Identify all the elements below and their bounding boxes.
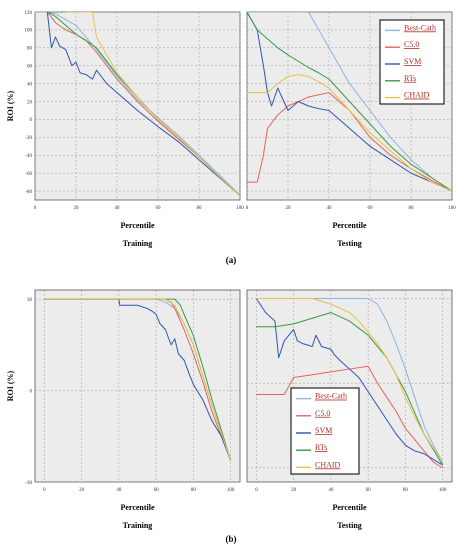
y-tick-label: 30 — [27, 298, 33, 303]
x-tick-label: 80 — [403, 488, 409, 493]
y-tick-label: -80 — [25, 190, 32, 195]
legend: Best-Cath C5.0 SVM RTs CHAID — [290, 387, 360, 475]
x-tick-label: 60 — [366, 488, 372, 493]
panel-title: Training — [123, 521, 153, 530]
legend-entry: CHAID — [404, 91, 430, 100]
x-tick-label: 60 — [156, 206, 162, 211]
x-tick-label: 0 — [34, 206, 37, 211]
x-tick-label: 60 — [368, 206, 374, 211]
x-tick-label: 40 — [115, 206, 121, 211]
series-line-svm — [255, 298, 443, 466]
x-tick-label: 0 — [43, 488, 46, 493]
y-tick-label: 40 — [27, 82, 33, 87]
y-tick-label: 120 — [25, 11, 33, 16]
plot-area — [34, 289, 241, 483]
x-tick-label: 20 — [291, 488, 297, 493]
legend-entry: SVM — [404, 57, 421, 66]
x-tick-label: 20 — [74, 206, 80, 211]
x-tick-label: 100 — [439, 488, 447, 493]
series-line-chaid — [256, 297, 444, 463]
panel-title: Testing — [337, 239, 362, 248]
x-tick-label: 100 — [227, 488, 235, 493]
subfigure-label: (b) — [226, 534, 237, 544]
x-tick-label: 80 — [191, 488, 197, 493]
legend: Best-Cath C5.0 SVM RTs CHAID — [379, 19, 445, 105]
legend-entry: SVM — [315, 426, 332, 435]
y-tick-label: 100 — [25, 29, 33, 34]
x-tick-label: 60 — [154, 488, 160, 493]
legend-entry: Best-Cath — [315, 392, 347, 401]
y-tick-label: -20 — [25, 136, 32, 141]
x-tick-label: 20 — [79, 488, 85, 493]
x-tick-label: 20 — [286, 206, 292, 211]
series-line-rts — [256, 312, 444, 466]
panel-title: Testing — [337, 521, 362, 530]
x-tick-label: 100 — [236, 206, 244, 211]
panel-title: Training — [123, 239, 153, 248]
legend-entry: RTs — [315, 443, 327, 452]
y-tick-label: 0 — [30, 389, 33, 394]
legend-entry: RTs — [404, 74, 416, 83]
series-line-svm — [46, 12, 240, 196]
x-tick-label: 0 — [255, 488, 258, 493]
y-tick-label: -30 — [25, 481, 32, 486]
legend-entry: CHAID — [315, 460, 341, 469]
series-line-best-cath — [256, 297, 444, 463]
x-tick-label: 80 — [409, 206, 415, 211]
y-tick-label: 0 — [30, 118, 33, 123]
y-axis-label: ROI (%) — [6, 370, 15, 401]
legend-entry: C5.0 — [315, 409, 330, 418]
panel-b-training: 0 20 40 60 80 100 30 0 -30 — [25, 289, 241, 493]
y-tick-label: 20 — [27, 100, 33, 105]
x-tick-label: 40 — [116, 488, 122, 493]
series-line-svm — [247, 12, 452, 192]
legend-box — [290, 387, 360, 475]
series-line-c5-0 — [247, 92, 452, 192]
x-axis-label: Percentile — [120, 221, 155, 230]
series-line-chaid — [247, 74, 452, 192]
legend-box — [379, 19, 445, 105]
plot-area — [34, 11, 241, 201]
x-tick-label: 80 — [197, 206, 203, 211]
panel-a-training: 0 20 40 60 80 100 -80 -60 -40 -20 0 20 40 60 80 100 120 — [25, 11, 245, 211]
y-axis-label: ROI (%) — [6, 90, 15, 121]
series-line-chaid — [44, 298, 232, 461]
y-tick-label: -40 — [25, 154, 32, 159]
legend-entry: Best-Cath — [404, 23, 436, 32]
series-line-rts — [247, 12, 452, 192]
series-line-best-cath — [35, 12, 240, 196]
y-tick-label: -60 — [25, 172, 32, 177]
x-tick-label: 40 — [328, 488, 334, 493]
series-line-chaid — [65, 12, 240, 196]
x-axis-label: Percentile — [332, 221, 367, 230]
x-tick-label: 40 — [327, 206, 333, 211]
series-line-svm — [44, 298, 232, 461]
legend-entry: C5.0 — [404, 40, 419, 49]
x-tick-label: 0 — [246, 206, 249, 211]
y-tick-label: 60 — [27, 65, 33, 70]
x-tick-label: 100 — [448, 206, 456, 211]
x-axis-label: Percentile — [120, 503, 155, 512]
x-axis-label: Percentile — [332, 503, 367, 512]
series-line-c5-0 — [256, 365, 443, 469]
y-tick-label: 80 — [27, 47, 33, 52]
subfigure-label: (a) — [226, 255, 237, 265]
series-line-best-cath — [247, 12, 452, 192]
